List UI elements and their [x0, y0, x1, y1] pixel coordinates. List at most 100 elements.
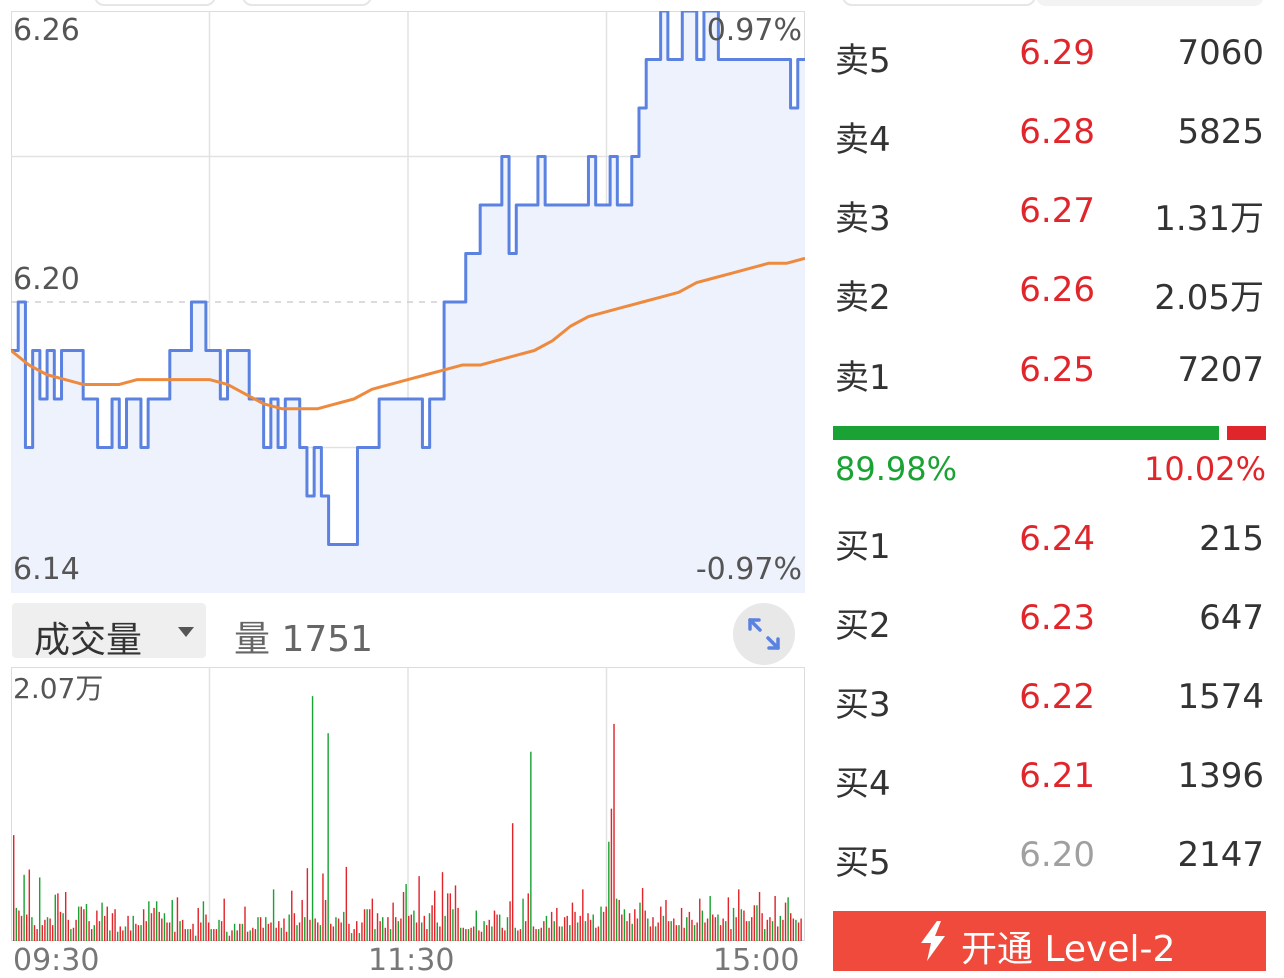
volume-bar	[231, 930, 233, 941]
bid-row-3[interactable]: 买3 6.22 1574	[833, 665, 1266, 725]
volume-bar	[98, 921, 101, 941]
volume-bar	[782, 919, 784, 941]
volume-bar	[88, 921, 90, 941]
volume-bar	[150, 913, 153, 941]
bid-qty: 647	[1199, 598, 1264, 638]
volume-bar	[725, 921, 727, 941]
volume-bar	[153, 907, 155, 941]
ask-qty: 1.31万	[1154, 199, 1264, 239]
ask-label: 卖5	[835, 41, 891, 81]
top-tab-fragment-2[interactable]	[242, 0, 372, 6]
volume-bar	[205, 914, 207, 941]
volume-bar	[280, 927, 283, 941]
top-tab-fragment-4[interactable]	[1036, 0, 1264, 6]
level2-button-label: 开通 Level-2	[961, 929, 1176, 970]
volume-bar	[285, 931, 288, 941]
volume-bar	[795, 919, 797, 941]
volume-bar	[109, 930, 111, 941]
volume-bar	[639, 902, 641, 941]
volume-bar	[252, 927, 254, 941]
volume-bar	[23, 874, 25, 941]
volume-bar	[283, 918, 285, 941]
bid-row-2[interactable]: 买2 6.23 647	[833, 586, 1266, 646]
volume-bar	[527, 893, 529, 941]
volume-bar	[712, 914, 714, 941]
volume-bar	[457, 907, 459, 941]
volume-bar-chart[interactable]	[11, 667, 805, 941]
volume-bar	[753, 905, 756, 941]
volume-bar	[558, 926, 561, 941]
bid-row-5[interactable]: 买5 6.20 2147	[833, 823, 1266, 883]
volume-bar	[57, 893, 59, 941]
volume-bar	[18, 910, 20, 941]
bid-row-1[interactable]: 买1 6.24 215	[833, 507, 1266, 567]
volume-bar	[722, 918, 724, 941]
ask-row-5[interactable]: 卖5 6.29 7060	[833, 21, 1266, 81]
volume-bar	[777, 926, 779, 941]
volume-bar	[41, 925, 44, 941]
expand-button[interactable]	[733, 603, 795, 665]
volume-bar	[241, 923, 244, 941]
volume-bar	[506, 917, 509, 941]
volume-bar	[665, 899, 667, 941]
volume-bar	[751, 917, 753, 941]
level2-upgrade-button[interactable]: 开通 Level-2	[833, 911, 1266, 971]
volume-bar	[660, 906, 662, 941]
volume-bar	[654, 926, 657, 941]
bid-price: 6.21	[1019, 756, 1095, 796]
volume-bar	[683, 927, 685, 941]
bid-row-4[interactable]: 买4 6.21 1396	[833, 744, 1266, 804]
volume-bar	[556, 907, 558, 941]
volume-bar	[353, 929, 355, 941]
volume-bar	[519, 929, 522, 941]
volume-bar	[324, 899, 327, 941]
volume-bar	[148, 901, 150, 941]
volume-bar	[25, 914, 28, 941]
volume-bar	[745, 921, 748, 941]
volume-bar	[730, 929, 732, 941]
ask-row-4[interactable]: 卖4 6.28 5825	[833, 100, 1266, 160]
volume-bar	[288, 914, 290, 941]
volume-bar	[470, 927, 472, 941]
volume-bar	[327, 733, 329, 941]
volume-bar	[96, 910, 98, 941]
volume-bar	[496, 914, 498, 941]
top-tab-fragment-1[interactable]	[94, 0, 216, 6]
volume-bar	[244, 906, 246, 941]
volume-bar	[738, 889, 740, 941]
volume-bar	[51, 925, 54, 941]
volume-bar	[504, 930, 506, 941]
top-tab-fragment-3[interactable]	[842, 0, 1036, 6]
volume-bar	[439, 926, 441, 941]
volume-bar	[350, 933, 353, 941]
volume-bar	[579, 915, 581, 941]
volume-bar	[483, 921, 485, 941]
volume-bar	[589, 919, 592, 941]
volume-bar	[382, 917, 384, 941]
volume-bar	[743, 910, 745, 941]
volume-bar	[673, 918, 675, 941]
volume-bar	[311, 696, 314, 941]
volume-bar	[262, 927, 264, 941]
indicator-select[interactable]: 成交量	[12, 603, 206, 661]
ask-qty: 7060	[1177, 33, 1264, 73]
ask-label: 卖2	[835, 278, 891, 318]
volume-bar	[192, 923, 194, 941]
volume-bar	[101, 902, 103, 941]
bid-price: 6.20	[1019, 835, 1095, 875]
ask-row-1[interactable]: 卖1 6.25 7207	[833, 338, 1266, 398]
volume-bar	[298, 922, 301, 941]
volume-bar	[13, 835, 15, 941]
volume-bar	[257, 917, 259, 941]
volume-bar	[181, 919, 184, 941]
ask-row-2[interactable]: 卖2 6.26 2.05万	[833, 258, 1266, 318]
intraday-price-chart[interactable]	[11, 11, 805, 593]
ask-price: 6.26	[1019, 270, 1095, 310]
volume-bar	[600, 906, 602, 941]
bid-price: 6.22	[1019, 677, 1095, 717]
ask-row-3[interactable]: 卖3 6.27 1.31万	[833, 179, 1266, 239]
volume-bar	[517, 930, 519, 941]
buy-percentage: 89.98%	[835, 450, 958, 488]
time-label-close: 15:00	[713, 943, 800, 978]
volume-bar	[340, 922, 342, 941]
